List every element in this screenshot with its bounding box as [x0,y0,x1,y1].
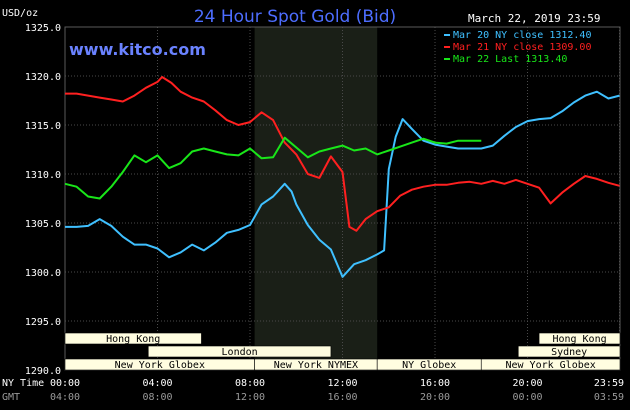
y-tick-label: 1310.0 [25,170,61,181]
x-tick-label-gmt: 03:59 [594,392,624,403]
x-tick-label-ny: 23:59 [594,378,624,389]
series-line-1 [65,90,620,278]
x-tick-label-ny: 04:00 [142,378,172,389]
legend-entry: Mar 21 NY close 1309.00 [453,42,591,53]
y-tick-label: 1325.0 [25,23,61,34]
legend-entry: Mar 22 Last 1313.40 [453,54,567,65]
x-tick-label-ny: 16:00 [420,378,450,389]
chart-title: 24 Hour Spot Gold (Bid) [194,7,396,27]
session-bar [147,345,332,358]
session-bar [517,345,621,358]
x-tick-label-gmt: 12:00 [235,392,265,403]
ny-time-label: NY Time [2,378,44,389]
session-bar [480,358,621,371]
y-tick-label: 1305.0 [25,219,61,230]
session-label: NY Globex [402,360,456,371]
session-bar [538,332,621,345]
x-tick-label-ny: 20:00 [512,378,542,389]
x-tick-label-ny: 00:00 [50,378,80,389]
x-tick-label-gmt: 08:00 [142,392,172,403]
nymex-highlight-band [254,27,378,370]
x-tick-label-ny: 12:00 [327,378,357,389]
x-tick-label-gmt: 00:00 [512,392,542,403]
series-line-2 [65,76,620,232]
session-label: Sydney [551,347,587,358]
session-label: Hong Kong [552,334,606,345]
y-tick-label: 1315.0 [25,121,61,132]
session-label: New York NYMEX [274,360,358,371]
session-bar [64,332,202,345]
session-bars: Hong Kong London New York Globex New York N… [64,332,621,371]
x-tick-label-gmt: 04:00 [50,392,80,403]
session-label: New York Globex [505,360,595,371]
y-tick-label: 1300.0 [25,268,61,279]
y-tick-label: 1290.0 [25,366,61,377]
y-unit-label: USD/oz [2,8,38,19]
series-line-3 [64,136,482,200]
session-label: New York Globex [115,360,205,371]
x-tick-label-gmt: 20:00 [420,392,450,403]
gmt-label: GMT [2,392,20,403]
session-label: London [222,347,258,358]
series-lines [64,76,620,278]
y-axis-ticks: 1325.0 1320.0 1315.0 1310.0 1305.0 1300.0 1295… [25,23,61,377]
x-tick-label-gmt: 16:00 [327,392,357,403]
y-tick-label: 1320.0 [25,72,61,83]
x-axis-ticks: 00:00 04:00 04:00 08:00 08:00 12:00 12:00 16:00… [50,378,624,403]
legend-entry: Mar 20 NY close 1312.40 [453,30,591,41]
site-url[interactable]: www.kitco.com [69,40,206,59]
x-tick-label-ny: 08:00 [235,378,265,389]
y-tick-label: 1295.0 [25,317,61,328]
date-stamp: March 22, 2019 23:59 [468,12,600,25]
session-label: Hong Kong [106,334,160,345]
